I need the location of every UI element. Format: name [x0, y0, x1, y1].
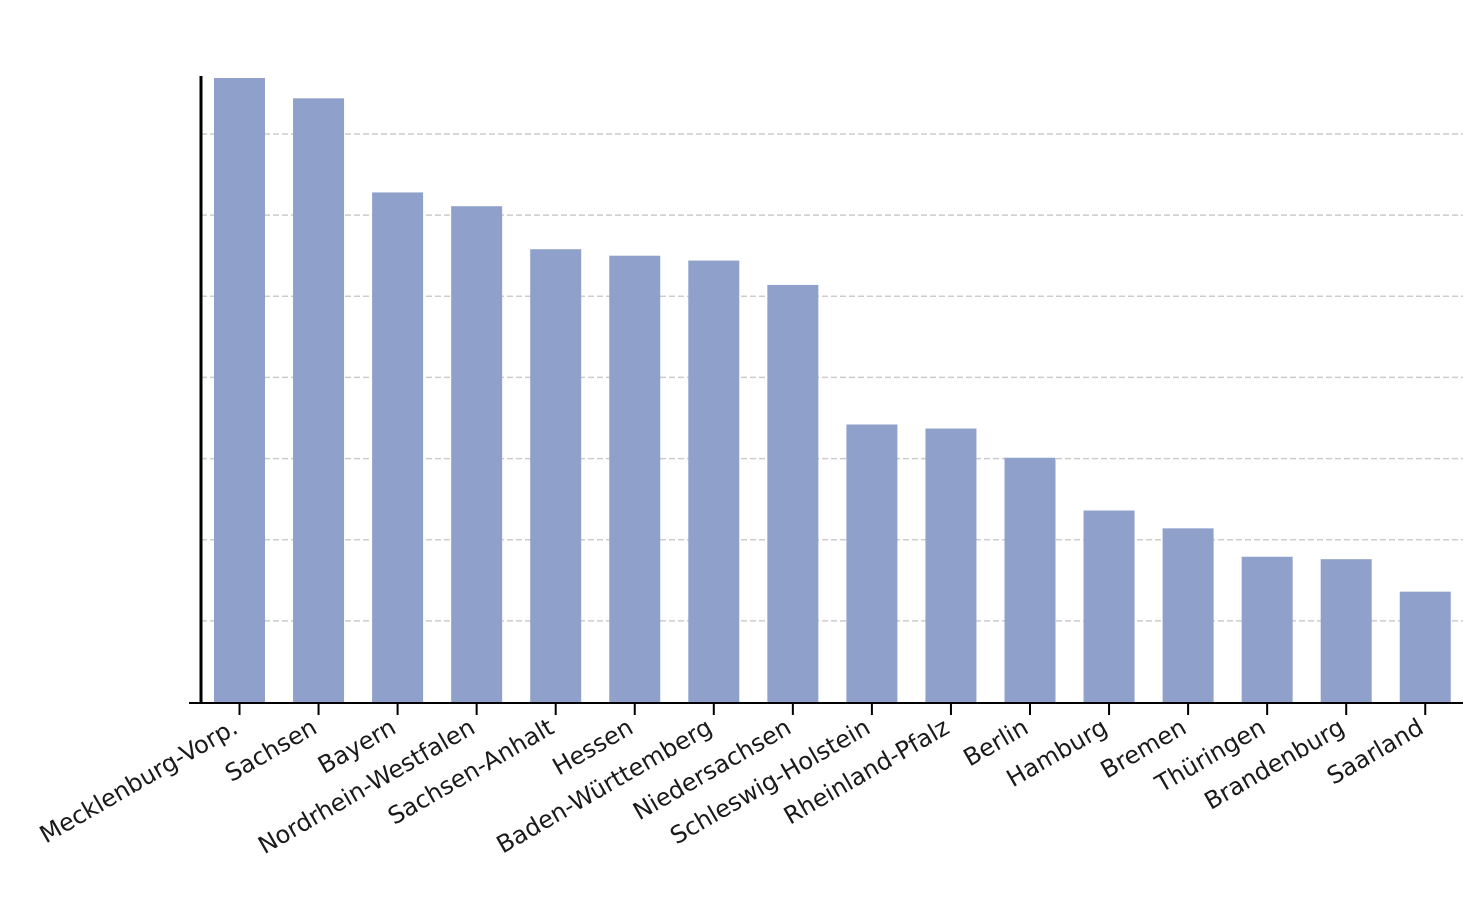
bar-baden-w-rttemberg [688, 260, 740, 702]
bar-th-ringen [1241, 556, 1293, 702]
bar-brandenburg [1320, 559, 1372, 702]
bar-bremen [1162, 528, 1214, 702]
bar-hamburg [1083, 510, 1135, 702]
bar-berlin [1004, 457, 1056, 702]
bar-nordrhein-westfalen [451, 206, 503, 702]
bar-schleswig-holstein [846, 424, 898, 702]
bars [214, 78, 1451, 703]
x-tick-label: Mecklenburg-Vorp. [35, 713, 243, 849]
x-tick-label: Sachsen [220, 713, 321, 788]
bar-hessen [609, 255, 661, 702]
bar-saarland [1399, 591, 1451, 702]
x-axis-ticks [238, 703, 1427, 715]
x-axis-tick-labels: Mecklenburg-Vorp.SachsenBayernNordrhein-… [35, 713, 1428, 860]
bar-niedersachsen [767, 284, 819, 702]
bar-rheinland-pfalz [925, 428, 977, 702]
bar-sachsen-anhalt [530, 249, 582, 702]
bar-mecklenburg-vorp- [214, 78, 265, 702]
bar-bayern [372, 192, 424, 703]
bar-sachsen [293, 98, 345, 703]
